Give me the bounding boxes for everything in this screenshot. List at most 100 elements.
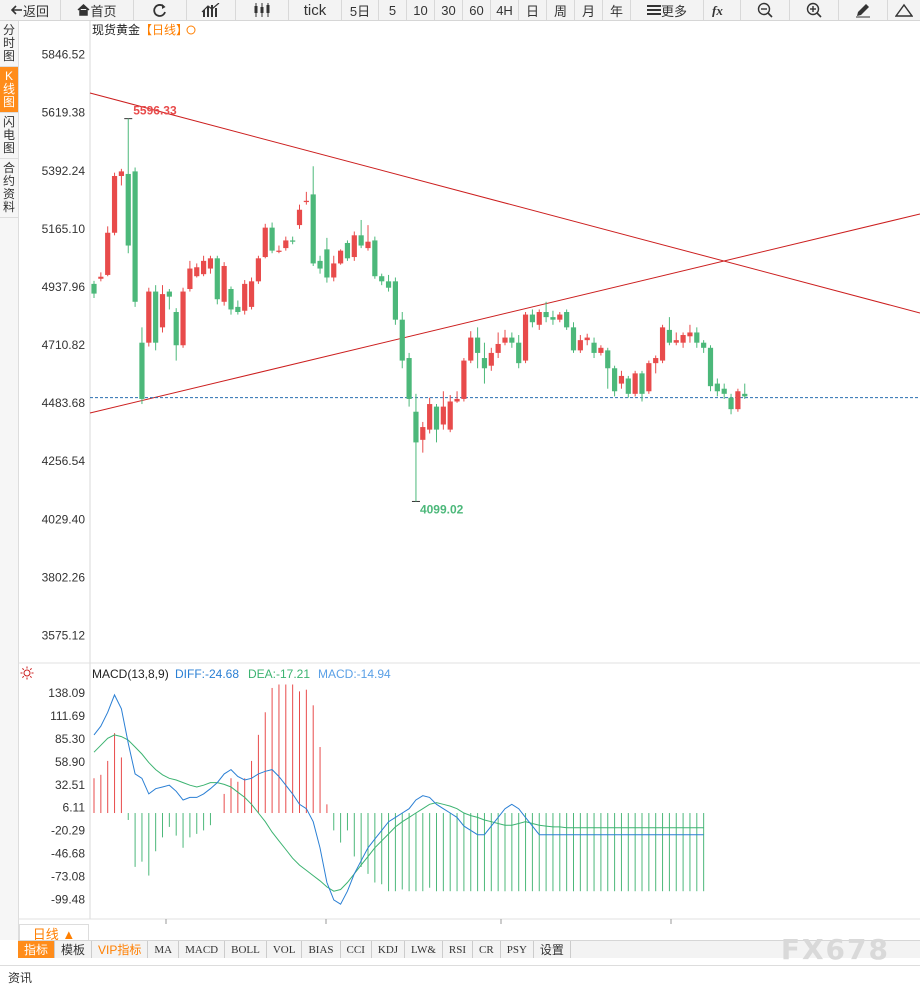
candle-body (447, 401, 453, 430)
candle-body (714, 383, 720, 392)
candle (461, 358, 467, 402)
tab-contract-info[interactable]: 合约资料 (0, 159, 18, 218)
indicator-kdj[interactable]: KDJ (372, 941, 406, 958)
indicator-lwr[interactable]: LW& (405, 941, 443, 958)
candle-body (694, 332, 700, 343)
zoom-in-icon (806, 2, 822, 18)
tick-button[interactable]: tick (289, 0, 342, 20)
indicator-macd[interactable]: MACD (179, 941, 226, 958)
refresh-button[interactable] (134, 0, 187, 20)
candle-body (406, 358, 412, 399)
candle-style-button[interactable] (236, 0, 289, 20)
settings-circle-icon (186, 25, 196, 35)
indicator-tab[interactable]: 指标 (18, 941, 56, 958)
candle (694, 327, 700, 348)
indicator-boll[interactable]: BOLL (225, 941, 267, 958)
tab-flash[interactable]: 闪电图 (0, 113, 18, 159)
period-year[interactable]: 年 (603, 0, 631, 20)
price-tick-label: 5392.24 (42, 164, 86, 178)
candle-body (214, 258, 220, 300)
candle-body (159, 294, 166, 328)
candle-body (632, 373, 638, 394)
candle-body (338, 250, 344, 264)
period-60m[interactable]: 60 (463, 0, 491, 20)
tab-timeshare[interactable]: 分时图 (0, 21, 18, 67)
price-tick-label: 3802.26 (42, 570, 86, 584)
candle-body (262, 227, 268, 258)
candle (529, 309, 535, 328)
candle (454, 391, 460, 403)
candle-body (399, 319, 405, 361)
bottom-bar: 资讯 (0, 965, 920, 987)
candle-body (570, 327, 577, 351)
news-tab[interactable]: 资讯 (8, 971, 33, 985)
template-tab[interactable]: 模板 (55, 941, 93, 958)
candle (502, 329, 508, 346)
indicator-cci[interactable]: CCI (341, 941, 372, 958)
home-button[interactable]: 首页 (61, 0, 134, 20)
candle-body (166, 291, 172, 297)
candle-body (488, 352, 494, 366)
period-4h[interactable]: 4H (491, 0, 519, 20)
more-button[interactable]: 更多 (631, 0, 704, 20)
period-30m[interactable]: 30 (435, 0, 463, 20)
chart-type-button[interactable] (187, 0, 236, 20)
candle-body (440, 406, 446, 425)
candle-body (516, 342, 522, 364)
period-10m[interactable]: 10 (407, 0, 435, 20)
zoom-out-icon (757, 2, 773, 18)
indicator-ma[interactable]: MA (148, 941, 180, 958)
candle (118, 168, 124, 186)
price-tick-label: 3575.12 (42, 628, 86, 642)
indicator-psy[interactable]: PSY (501, 941, 534, 958)
period-week[interactable]: 周 (547, 0, 575, 20)
collapse-button[interactable] (888, 0, 920, 20)
price-tick-label: 4937.96 (42, 280, 86, 294)
vip-indicator-tab[interactable]: VIP指标 (92, 941, 149, 958)
indicator-bias[interactable]: BIAS (302, 941, 341, 958)
home-label: 首页 (90, 3, 117, 19)
zoom-in-button[interactable] (790, 0, 839, 20)
candle-body (187, 268, 193, 289)
period-day[interactable]: 日 (519, 0, 547, 20)
candle-body (687, 332, 693, 337)
candle-body (707, 347, 714, 387)
indicator-rsi[interactable]: RSI (443, 941, 474, 958)
candle (557, 312, 563, 323)
period-5m[interactable]: 5 (379, 0, 407, 20)
candle (255, 255, 261, 284)
kline-chart[interactable]: 5846.52 5619.38 5392.24 5165.10 4937.96 4710.… (18, 21, 920, 924)
candle (351, 231, 357, 261)
indicator-cr[interactable]: CR (473, 941, 501, 958)
period-5d[interactable]: 5日 (342, 0, 379, 20)
candle (632, 370, 638, 397)
macd-tick-label: -46.68 (51, 847, 85, 861)
candlesticks (91, 118, 748, 502)
zoom-out-button[interactable] (741, 0, 790, 20)
candle-body (173, 312, 179, 346)
indicator-vol[interactable]: VOL (267, 941, 303, 958)
candle (248, 277, 255, 310)
candle-body (379, 276, 385, 282)
candle (536, 309, 542, 330)
period-month[interactable]: 月 (575, 0, 603, 20)
candle-body (310, 194, 316, 264)
draw-tool-button[interactable] (839, 0, 888, 20)
menu-icon (646, 5, 661, 15)
candle-body (344, 242, 351, 259)
candle-body (475, 337, 481, 353)
function-button[interactable]: fx (704, 0, 741, 20)
candle-body (365, 241, 371, 249)
back-button[interactable]: 返回 (0, 0, 61, 20)
back-arrow-icon (10, 5, 22, 15)
candle (433, 404, 440, 443)
period-selector[interactable]: 日线 ▲ (19, 924, 89, 943)
candle (584, 333, 590, 346)
candle-body (454, 398, 460, 402)
candle (201, 255, 207, 277)
indicator-settings[interactable]: 设置 (534, 941, 571, 958)
macd-value: MACD:-14.94 (318, 667, 391, 681)
candle-body (303, 200, 309, 203)
candle-body (598, 347, 604, 353)
